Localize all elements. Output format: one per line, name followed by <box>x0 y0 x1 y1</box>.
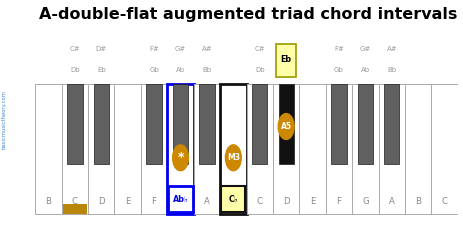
Text: Db: Db <box>255 67 264 73</box>
Bar <box>141 84 167 214</box>
Bar <box>279 84 294 164</box>
Text: C#: C# <box>69 46 80 52</box>
Text: F: F <box>337 197 342 206</box>
Text: Db: Db <box>70 67 80 73</box>
Text: Bb: Bb <box>387 67 396 73</box>
Text: C: C <box>442 197 448 206</box>
Text: Eb: Eb <box>97 67 106 73</box>
Text: D#: D# <box>96 46 107 52</box>
Text: Ab: Ab <box>361 67 370 73</box>
Text: G#: G# <box>360 46 371 52</box>
Bar <box>67 84 82 164</box>
Text: A5: A5 <box>281 122 292 131</box>
Text: E: E <box>125 197 131 206</box>
Text: C#: C# <box>255 46 265 52</box>
Bar <box>62 84 88 214</box>
Bar <box>35 84 62 214</box>
Bar <box>352 84 379 214</box>
Text: B: B <box>415 197 421 206</box>
FancyBboxPatch shape <box>221 186 245 212</box>
Text: F#: F# <box>334 46 344 52</box>
Text: A-double-flat augmented triad chord intervals: A-double-flat augmented triad chord inte… <box>38 7 457 22</box>
Bar <box>300 84 326 214</box>
Bar <box>326 84 352 214</box>
Bar <box>146 84 162 164</box>
Text: A: A <box>389 197 395 206</box>
Bar <box>379 84 405 214</box>
Text: Eb: Eb <box>281 55 292 64</box>
Text: B: B <box>45 197 51 206</box>
Bar <box>194 84 220 214</box>
Bar <box>114 84 141 214</box>
Text: basicmusictheory.com: basicmusictheory.com <box>1 90 6 149</box>
Text: *: * <box>177 151 184 164</box>
Bar <box>384 84 400 164</box>
Text: D: D <box>283 197 289 206</box>
Text: E: E <box>310 197 315 206</box>
Text: C: C <box>72 197 78 206</box>
Circle shape <box>225 145 241 171</box>
Text: G#: G# <box>175 46 186 52</box>
Bar <box>358 84 373 164</box>
Text: D: D <box>98 197 105 206</box>
Bar <box>199 84 214 164</box>
Bar <box>432 84 458 214</box>
Bar <box>173 84 188 164</box>
Text: Ab: Ab <box>176 67 185 73</box>
Text: A: A <box>204 197 210 206</box>
Bar <box>167 84 194 214</box>
Text: C♭: C♭ <box>229 195 238 204</box>
Text: Ab♭: Ab♭ <box>173 195 188 204</box>
Text: A#: A# <box>387 46 397 52</box>
Bar <box>220 84 246 214</box>
Bar <box>88 84 114 214</box>
Text: Gb: Gb <box>149 67 159 73</box>
Text: C: C <box>257 197 263 206</box>
Text: M3: M3 <box>227 153 240 162</box>
Circle shape <box>278 114 294 140</box>
Text: G: G <box>362 197 369 206</box>
Bar <box>94 84 109 164</box>
Bar <box>405 84 432 214</box>
Bar <box>63 204 87 214</box>
Text: F#: F# <box>149 46 159 52</box>
Text: F: F <box>151 197 156 206</box>
Bar <box>252 84 268 164</box>
Text: Gb: Gb <box>334 67 344 73</box>
Text: Bb: Bb <box>202 67 212 73</box>
Bar <box>273 84 300 214</box>
Circle shape <box>173 145 188 171</box>
Bar <box>332 84 347 164</box>
Text: A#: A# <box>201 46 212 52</box>
FancyBboxPatch shape <box>169 186 193 212</box>
FancyBboxPatch shape <box>276 44 296 77</box>
Bar <box>246 84 273 214</box>
